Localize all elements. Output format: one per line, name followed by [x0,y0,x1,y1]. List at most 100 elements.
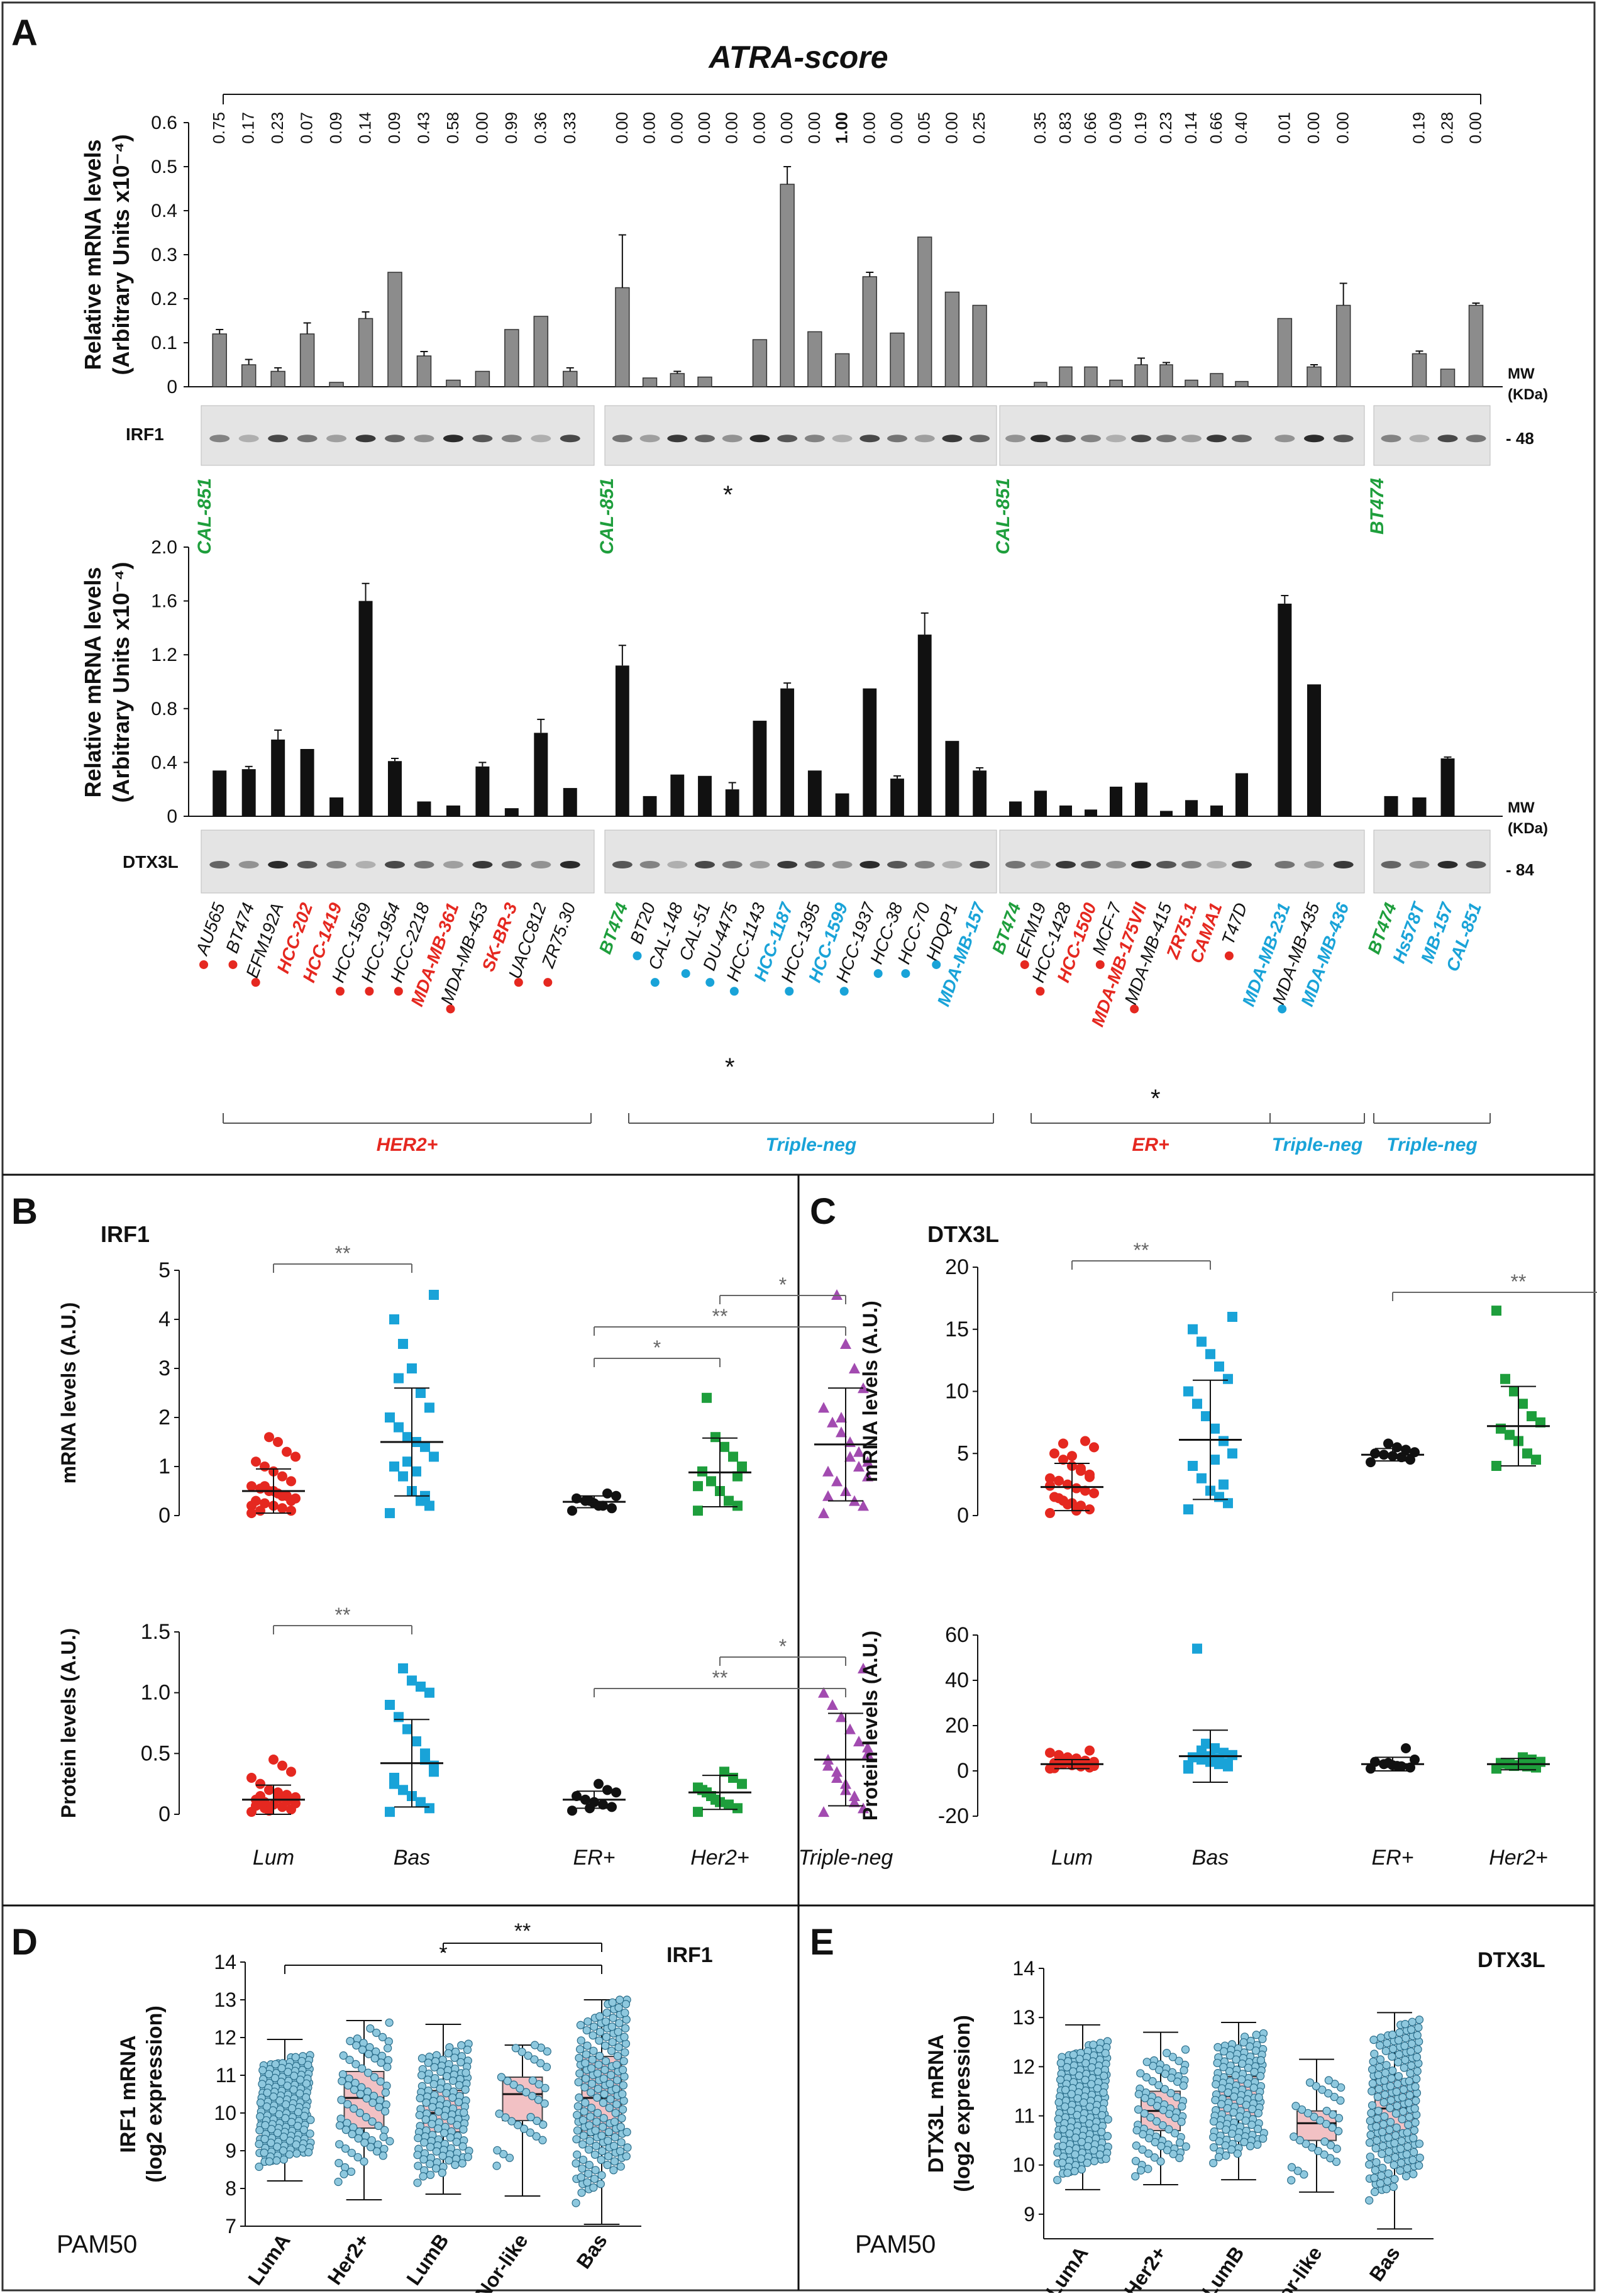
atra-score: 0.01 [1274,112,1293,144]
atra-score: 0.00 [722,112,741,144]
box-point [621,2009,629,2017]
dtx3l-bar [1160,811,1173,816]
cell-line-dot [1020,960,1029,969]
scatter-point [246,1773,257,1783]
atra-score: 0.14 [356,112,375,144]
box-point [1387,2082,1395,2090]
atra-score: 0.00 [667,112,686,144]
box-point [1213,2059,1221,2066]
box-point [1069,2051,1077,2058]
irf1-bar [863,277,876,387]
irf1-bar [1337,306,1351,387]
scatter-point [394,1373,404,1384]
dtx3l-blot-band [970,861,990,868]
group-label: Triple-neg [1272,1134,1362,1155]
box-point [1411,2105,1418,2112]
scatter-point [1045,1748,1055,1758]
irf1-kda-label: (KDa) [1508,386,1548,403]
irf1-bar [1034,382,1047,387]
scatter-ylabel: mRNA levels (A.U.) [859,1301,881,1482]
box-point [621,2049,629,2056]
scatter-point [416,1388,426,1398]
box-point [582,2060,589,2067]
dtx3l-bar [946,741,959,816]
box-point [1413,2031,1421,2039]
box-point [599,2099,607,2107]
scatter-x-label: Triple-neg [798,1846,893,1870]
irf1-blot-band [640,435,660,442]
scatter-point [385,1700,395,1710]
box-point [1391,2139,1398,2147]
box-y-tick-label: 12 [214,2026,236,2049]
box-point [1369,2080,1376,2087]
scatter-x-label: Bas [394,1846,431,1870]
box-point [531,2041,539,2049]
scatter-point [429,1451,439,1461]
box-point [340,2052,347,2060]
irf1-bar [563,372,577,387]
dtx3l-bar [753,721,767,816]
dtx3l-bar [446,806,460,816]
box-point [600,2075,607,2082]
box-point [1390,2183,1397,2190]
box-point [598,2171,605,2179]
irf1-bar [505,330,519,387]
box-point [1376,2056,1384,2063]
cell-line-dot [901,969,910,978]
irf1-bar [890,333,904,387]
scatter-point [402,1432,412,1442]
scatter-point [407,1363,417,1373]
atra-score: 0.00 [777,112,796,144]
box-point [1387,2097,1395,2104]
box-point [587,2088,595,2096]
box-point [1143,2058,1151,2066]
scatter-y-tick-label: 1.5 [141,1620,170,1644]
scatter-point [416,1797,426,1807]
box-point [585,2170,592,2177]
irf1-bar [475,372,489,387]
dtx3l-bar [780,689,794,816]
box-x-label: Nor-like [471,2229,533,2293]
scatter-point [424,1688,434,1698]
irf1-blot-band [887,435,907,442]
box-point [610,2166,617,2174]
box-point [382,2088,389,2096]
irf1-ylabel-2: (Arbitrary Units x10⁻⁴) [108,135,134,375]
scatter-x-label: Lum [1051,1846,1093,1870]
box-point [591,2175,599,2183]
irf1-blot-band [777,435,797,442]
box-point [612,2085,620,2093]
dtx3l-blot-band [1274,861,1295,868]
scatter-point [831,1289,843,1300]
box-point [611,2158,618,2165]
dtx3l-blot-band [1131,861,1151,868]
dtx3l-mw-label: MW [1508,799,1535,816]
scatter-point [402,1724,412,1734]
box-point [1176,2139,1184,2146]
atra-score: 0.40 [1232,112,1251,144]
box-point [600,2090,608,2098]
box-point [257,2099,265,2107]
irf1-blot-band [1381,435,1401,442]
cell-line-dot [730,987,739,995]
box-point [1401,2021,1409,2028]
scatter-point [1183,1760,1193,1770]
irf1-blot-band [722,435,743,442]
box-point [1378,2150,1386,2158]
box-point [573,2136,580,2143]
box-point [600,2114,607,2122]
box-point [589,2032,597,2039]
dtx3l-bar [1210,806,1223,816]
cell-line-dot [365,987,373,995]
irf1-bar [1307,367,1321,387]
dtx3l-blot-band [1304,861,1324,868]
du4475-asterisk: * [725,1053,735,1081]
irf1-y-tick-label: 0.1 [151,333,177,353]
box-point [1396,2029,1403,2036]
box-point [1382,2047,1390,2055]
scatter-point [385,1807,395,1817]
scatter-x-label: Lum [253,1846,294,1870]
box-point [602,2018,610,2026]
dtx3l-bar [890,779,904,816]
box-point [1407,2048,1415,2055]
